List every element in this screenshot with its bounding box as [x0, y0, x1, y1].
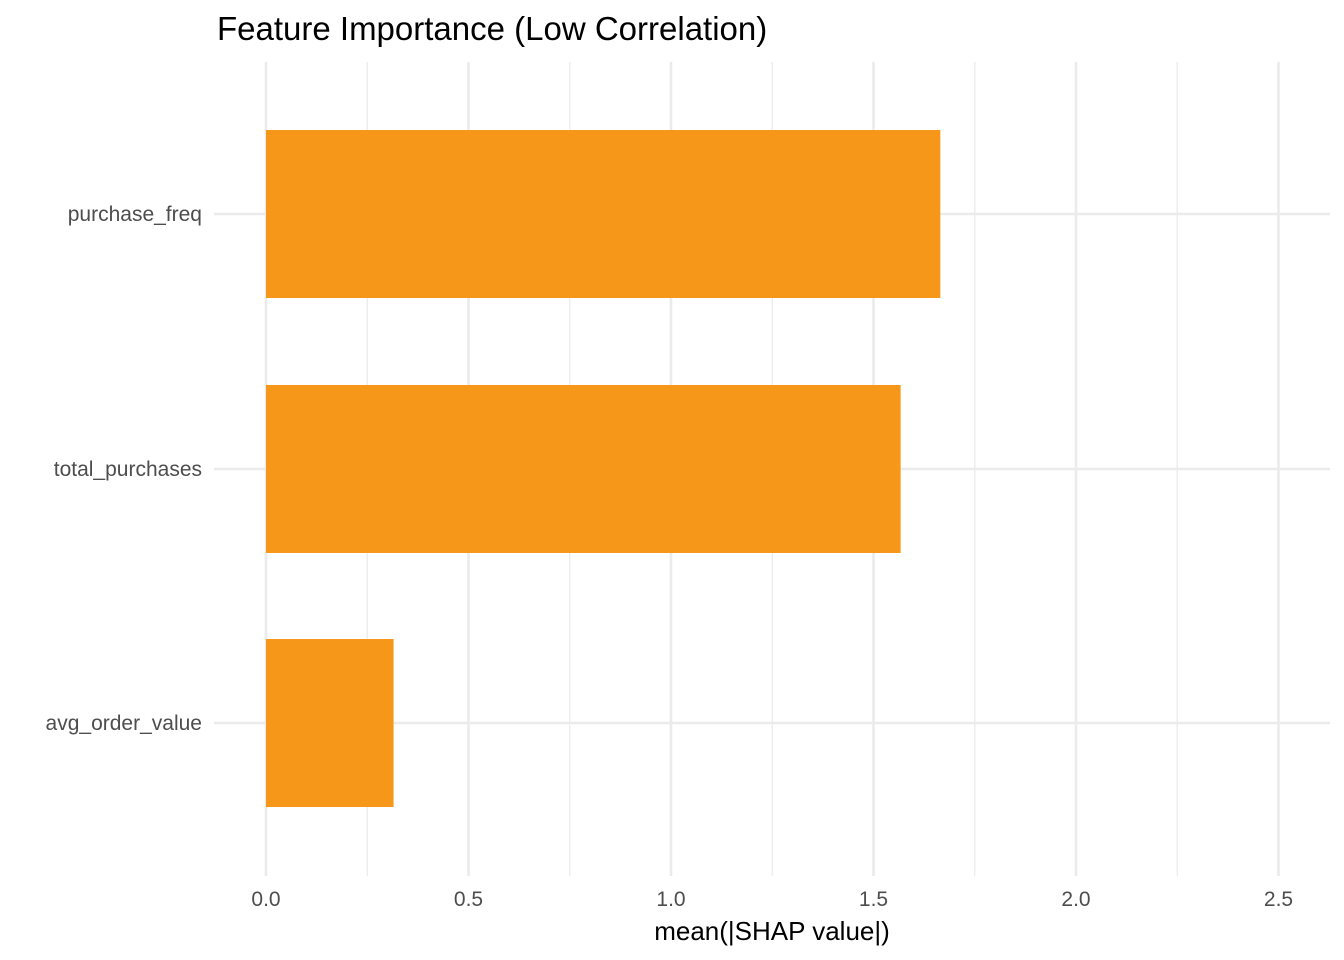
y-tick-label: avg_order_value	[46, 712, 202, 735]
y-tick-label: purchase_freq	[68, 203, 202, 226]
x-tick-label: 0.5	[454, 888, 483, 911]
x-tick-label: 2.5	[1264, 888, 1293, 911]
x-axis-title: mean(|SHAP value|)	[654, 916, 890, 946]
x-tick-label: 1.0	[656, 888, 685, 911]
x-tick-label: 0.0	[251, 888, 280, 911]
x-axis-tick-labels: 0.0 0.5 1.0 1.5 2.0 2.5	[251, 888, 1293, 911]
y-axis-tick-labels: purchase_freq total_purchases avg_order_va…	[46, 203, 202, 735]
x-tick-label: 1.5	[859, 888, 888, 911]
chart-title: Feature Importance (Low Correlation)	[217, 10, 767, 47]
bar-total-purchases	[266, 385, 901, 553]
bar-avg-order-value	[266, 639, 394, 807]
x-tick-label: 2.0	[1061, 888, 1090, 911]
y-tick-label: total_purchases	[54, 458, 202, 481]
bar-purchase-freq	[266, 130, 941, 298]
bars	[266, 130, 941, 807]
